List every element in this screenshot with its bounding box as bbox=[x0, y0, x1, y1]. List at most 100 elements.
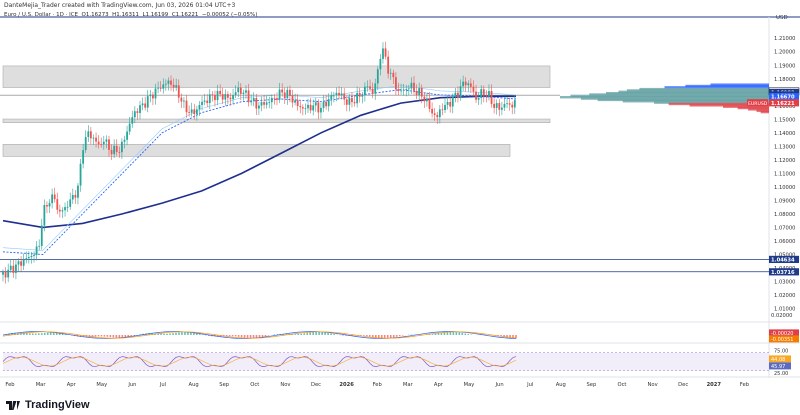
candle-body bbox=[301, 107, 304, 109]
time-tick-label: Oct bbox=[250, 382, 259, 388]
symbol-title: Euro / U.S. Dollar · 1D · ICE bbox=[4, 12, 79, 18]
macd-histogram-bar bbox=[193, 332, 195, 335]
candle-body bbox=[446, 101, 449, 105]
macd-histogram-bar bbox=[225, 335, 228, 337]
tradingview-logo[interactable]: TradingView bbox=[5, 399, 90, 411]
candle-body bbox=[345, 99, 348, 105]
candle-body bbox=[431, 108, 433, 114]
macd-histogram-bar bbox=[434, 333, 437, 335]
volume-profile-bar bbox=[689, 104, 769, 107]
macd-histogram-bar bbox=[440, 332, 443, 335]
macd-histogram-bar bbox=[428, 334, 431, 335]
candle-body bbox=[389, 72, 392, 74]
candle-body bbox=[208, 94, 211, 104]
price-tick-label: 1.05000 bbox=[774, 252, 795, 258]
candle-body bbox=[278, 89, 281, 100]
candle-body bbox=[493, 103, 496, 108]
macd-histogram-bar bbox=[127, 335, 130, 338]
candle-body bbox=[428, 98, 431, 109]
volume-profile-bar bbox=[685, 84, 769, 88]
candle-body bbox=[239, 87, 242, 94]
candle-body bbox=[436, 114, 439, 118]
price-tag-box bbox=[769, 255, 799, 264]
candle-body bbox=[113, 145, 116, 155]
price-tick-label: 1.01000 bbox=[774, 307, 795, 313]
macd-histogram-bar bbox=[11, 333, 13, 335]
candle-body bbox=[100, 144, 103, 146]
macd-value-label: -0.00351 bbox=[771, 337, 793, 343]
macd-histogram-bar bbox=[124, 335, 127, 338]
candle-body bbox=[27, 257, 30, 259]
candle-body bbox=[214, 94, 216, 101]
volume-profile-bar bbox=[589, 93, 769, 96]
macd-histogram-bar bbox=[40, 333, 43, 335]
macd-histogram-bar bbox=[14, 332, 16, 335]
time-tick-label: 2026 bbox=[339, 382, 354, 388]
candle-body bbox=[392, 72, 395, 78]
candle-body bbox=[363, 86, 366, 96]
candle-body bbox=[283, 92, 286, 99]
candle-body bbox=[9, 265, 12, 270]
macd-histogram-bar bbox=[79, 335, 82, 337]
macd-histogram-bar bbox=[464, 333, 467, 335]
candle-body bbox=[307, 104, 309, 109]
time-tick-label: May bbox=[464, 382, 475, 388]
candle-body bbox=[185, 100, 188, 113]
ohlc-change: −0.00052 (−0.05%) bbox=[201, 12, 258, 18]
candle-body bbox=[242, 92, 245, 94]
price-tick-label: 1.09000 bbox=[774, 198, 795, 204]
macd-histogram-bar bbox=[112, 335, 115, 338]
time-tick-label: Aug bbox=[556, 382, 566, 388]
rsi-tick-label: 75.00 bbox=[774, 348, 788, 354]
candle-body bbox=[74, 194, 77, 198]
macd-histogram-bar bbox=[115, 335, 118, 338]
macd-histogram-bar bbox=[264, 335, 267, 337]
candle-body bbox=[139, 105, 141, 113]
candle-body bbox=[131, 117, 134, 124]
price-tick-label: 1.15000 bbox=[774, 117, 795, 123]
candle-body bbox=[294, 100, 296, 103]
macd-histogram-bar bbox=[461, 332, 464, 335]
candle-body bbox=[395, 77, 397, 90]
ohlc-open: O1.16273 bbox=[81, 12, 109, 18]
volume-profile-bar bbox=[597, 98, 769, 102]
candle-body bbox=[397, 89, 400, 92]
candle-body bbox=[126, 131, 128, 140]
macd-histogram-bar bbox=[157, 333, 159, 335]
candle-body bbox=[128, 123, 131, 132]
candle-body bbox=[58, 209, 61, 212]
candle-body bbox=[69, 199, 72, 207]
time-tick-label: Mar bbox=[36, 382, 47, 388]
macd-histogram-bar bbox=[467, 334, 470, 335]
symbol-tag-label: EURUSD bbox=[748, 101, 768, 107]
candle-body bbox=[170, 80, 172, 85]
candle-body bbox=[415, 90, 418, 96]
candle-body bbox=[43, 205, 46, 226]
candle-body bbox=[40, 225, 43, 246]
macd-histogram-bar bbox=[97, 335, 100, 337]
macd-histogram-bar bbox=[515, 335, 517, 339]
candle-body bbox=[405, 88, 408, 90]
macd-histogram-bar bbox=[375, 335, 377, 338]
candle-body bbox=[226, 94, 229, 98]
rsi-value-label: 44.08 bbox=[771, 357, 785, 363]
ohlc-close: C1.16221 bbox=[171, 12, 199, 18]
macd-histogram-bar bbox=[372, 335, 374, 338]
macd-histogram-bar bbox=[243, 335, 246, 338]
candle-body bbox=[444, 104, 446, 111]
price-tick-label: 1.20000 bbox=[774, 50, 795, 56]
macd-histogram-bar bbox=[172, 333, 174, 335]
time-tick-label: Oct bbox=[618, 382, 627, 388]
candle-body bbox=[459, 86, 462, 98]
rsi-value-box bbox=[769, 362, 791, 370]
macd-histogram-bar bbox=[246, 335, 249, 339]
candle-body bbox=[190, 109, 193, 113]
macd-histogram-bar bbox=[366, 335, 368, 337]
macd-histogram-bar bbox=[383, 335, 386, 339]
macd-histogram-bar bbox=[49, 332, 52, 335]
candle-body bbox=[498, 103, 501, 110]
macd-histogram-bar bbox=[196, 333, 198, 335]
candle-body bbox=[162, 84, 165, 89]
currency-label: USD bbox=[776, 15, 788, 21]
